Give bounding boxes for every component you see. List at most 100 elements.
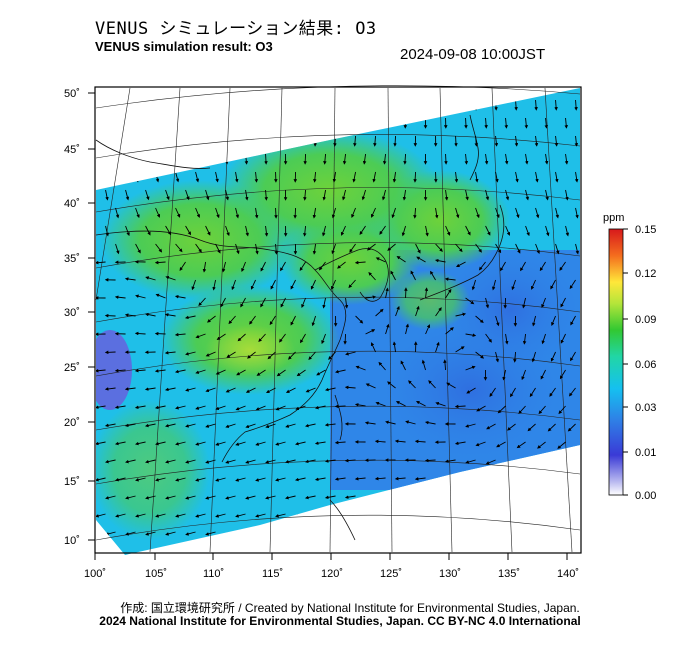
wind-arrow [300, 333, 306, 344]
wind-arrow [324, 459, 336, 463]
license-text: 2024 National Institute for Environmenta… [99, 614, 581, 628]
wind-arrow [365, 531, 376, 536]
wind-arrow [214, 99, 218, 111]
wind-arrow [334, 440, 346, 445]
wind-arrow [124, 423, 136, 428]
wind-arrow [402, 189, 407, 201]
wind-arrow [395, 305, 400, 317]
wind-arrow [475, 315, 484, 324]
wind-arrow [322, 297, 326, 309]
wind-arrow [175, 513, 186, 518]
wind-arrow [546, 531, 556, 538]
wind-arrow [247, 351, 256, 359]
wind-arrow [125, 225, 130, 237]
wind-arrow [254, 207, 259, 219]
wind-arrow [174, 369, 186, 374]
wind-arrow [446, 382, 456, 389]
wind-arrow [564, 117, 569, 129]
wind-arrow [381, 189, 386, 201]
wind-arrow [395, 401, 406, 407]
wind-arrow [485, 189, 490, 201]
wind-arrow [134, 99, 139, 111]
wind-arrow [105, 459, 116, 464]
wind-arrow [355, 365, 366, 371]
wind-arrow [305, 387, 316, 393]
wind-arrow [154, 405, 166, 410]
wind-arrow [474, 135, 478, 147]
wind-arrow [324, 423, 336, 427]
wind-arrow [144, 423, 156, 428]
wind-arrow [165, 189, 170, 201]
wind-arrow [308, 351, 316, 361]
wind-arrow [269, 315, 276, 326]
wind-arrow [235, 477, 246, 482]
wind-arrow [505, 189, 510, 201]
wind-arrow [244, 189, 249, 201]
wind-arrow [556, 477, 566, 485]
concentration-field [96, 88, 580, 555]
wind-arrow [445, 225, 451, 236]
lat-tick-50: 50˚ [64, 88, 80, 100]
wind-arrow [155, 477, 166, 482]
wind-arrow [258, 333, 266, 343]
wind-arrow [105, 225, 110, 237]
wind-arrow [485, 333, 492, 343]
wind-arrow [536, 477, 546, 484]
wind-arrow [255, 441, 266, 446]
wind-arrow [260, 261, 266, 272]
wind-arrow [235, 405, 246, 411]
wind-arrow [234, 99, 238, 111]
wind-arrow [554, 135, 559, 147]
wind-arrow [175, 171, 180, 183]
wind-arrow [430, 270, 436, 281]
lat-tick-25: 25˚ [64, 362, 80, 374]
wind-arrow [144, 312, 156, 317]
wind-arrow [135, 294, 146, 299]
colorbar: ppm 0.15 0.12 0.09 0.06 0.03 0.01 0.00 [603, 212, 656, 502]
wind-arrow [375, 401, 386, 407]
wind-arrow [541, 333, 546, 345]
wind-arrow [135, 477, 146, 482]
wind-arrow [556, 513, 566, 520]
wind-arrow [364, 421, 376, 425]
wind-arrow [454, 171, 459, 183]
wind-arrow [144, 387, 156, 391]
wind-arrow [443, 359, 447, 371]
wind-arrow [185, 387, 196, 392]
wind-arrow [175, 207, 181, 218]
wind-arrow [525, 225, 530, 237]
wind-arrow [264, 189, 268, 201]
wind-arrow [385, 323, 390, 335]
wind-arrow [245, 225, 249, 237]
colorbar-label-0.00: 0.00 [635, 490, 656, 502]
wind-arrow [105, 495, 116, 500]
wind-arrow [454, 135, 458, 147]
wind-arrow [115, 207, 120, 219]
wind-arrow [387, 243, 396, 251]
wind-arrow [290, 315, 296, 326]
wind-arrow [547, 423, 556, 432]
wind-arrow [245, 531, 256, 536]
wind-arrow [245, 387, 256, 393]
wind-vectors [96, 99, 580, 538]
wind-arrow [465, 189, 469, 201]
wind-arrow [124, 387, 136, 391]
wind-arrow [254, 135, 258, 147]
wind-arrow [135, 243, 141, 254]
wind-arrow [241, 261, 246, 273]
wind-arrow [539, 261, 546, 272]
wind-arrow [489, 387, 496, 397]
wind-arrow [495, 351, 500, 363]
wind-arrow [478, 261, 486, 271]
wind-arrow [215, 477, 226, 482]
wind-arrow [204, 117, 209, 129]
wind-arrow [521, 369, 526, 381]
wind-arrow [413, 171, 417, 183]
wind-arrow [366, 243, 376, 251]
wind-arrow [365, 383, 376, 389]
wind-arrow [424, 287, 429, 299]
wind-arrow [344, 297, 349, 309]
wind-arrow [124, 277, 136, 281]
wind-arrow [155, 243, 163, 253]
wind-arrow [330, 279, 336, 290]
